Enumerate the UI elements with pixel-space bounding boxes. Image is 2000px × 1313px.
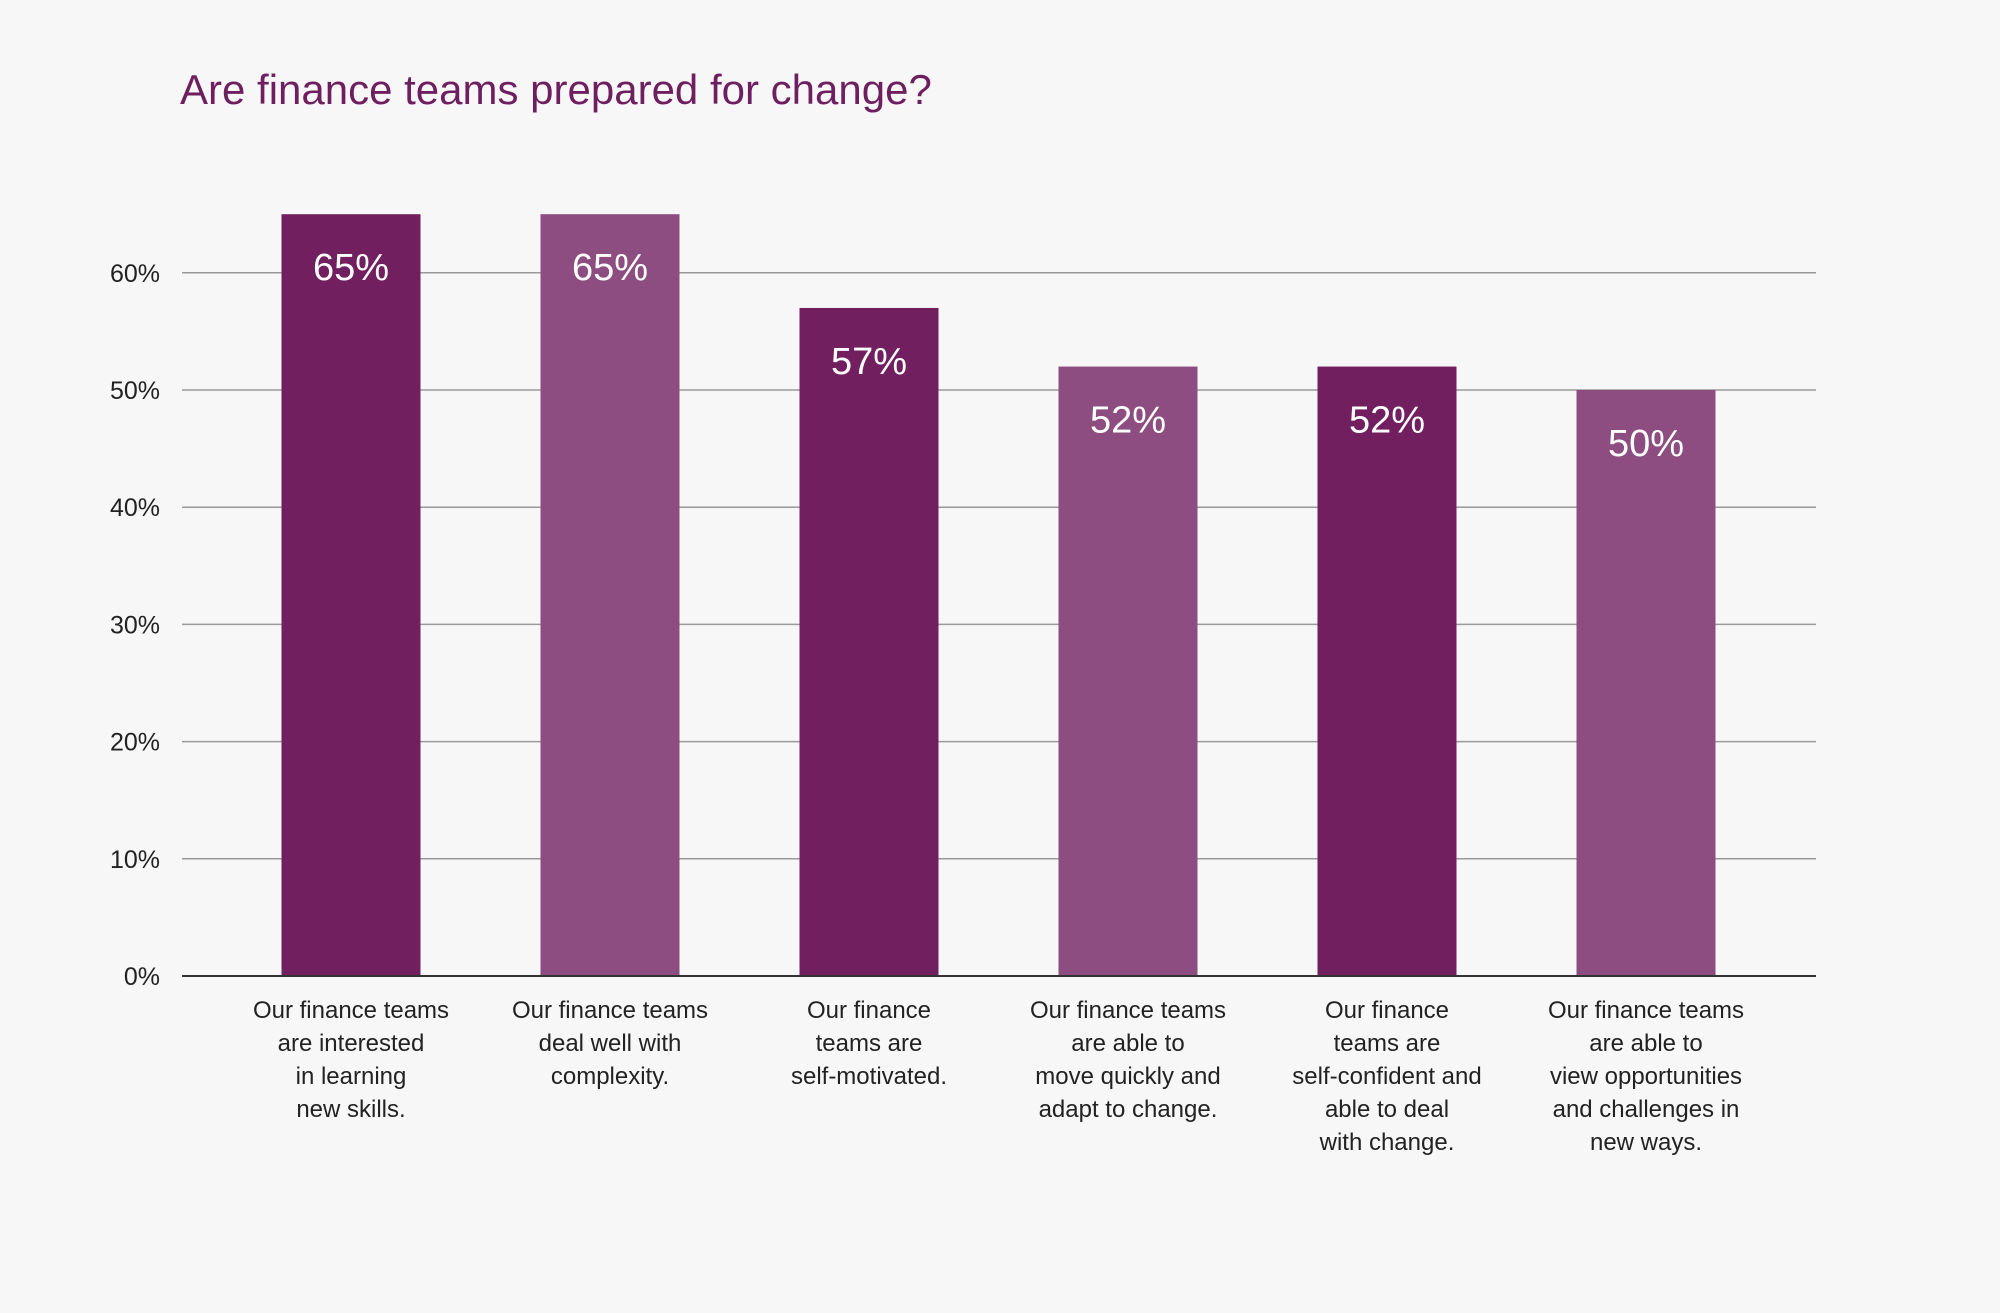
y-tick-label: 30% xyxy=(110,611,160,639)
x-category-label: Our finance teams are able to view oppor… xyxy=(1547,997,1745,1156)
bar xyxy=(799,307,939,977)
x-category-label: Our finance teams are able to move quick… xyxy=(1029,997,1227,1123)
y-tick-label: 10% xyxy=(110,846,160,874)
bar xyxy=(1058,366,1198,976)
y-tick-label: 40% xyxy=(110,494,160,522)
bar-value-label: 50% xyxy=(1608,423,1684,465)
y-axis-ticks: 0% 10% 20% 30% 40% 50% 60% xyxy=(110,260,160,991)
y-tick-label: 20% xyxy=(110,729,160,757)
y-tick-label: 50% xyxy=(110,377,160,405)
bar-value-label: 52% xyxy=(1349,400,1425,442)
x-category-label: Our finance teams are self-motivated. xyxy=(790,997,948,1090)
bars xyxy=(281,214,1716,977)
bar-value-label: 57% xyxy=(831,341,907,383)
bar xyxy=(1576,390,1716,976)
x-category-label: Our finance teams are interested in lear… xyxy=(252,997,450,1123)
bar xyxy=(540,214,680,976)
bar xyxy=(1317,366,1457,976)
chart-title: Are finance teams prepared for change? xyxy=(180,66,932,113)
x-category-label: Our finance teams deal well with complex… xyxy=(511,997,709,1090)
data-labels: 65% 65% 57% 52% 52% 50% xyxy=(313,247,1684,465)
bar-value-label: 65% xyxy=(313,247,389,289)
bar xyxy=(281,214,421,976)
gridlines xyxy=(182,272,1816,860)
bar-value-label: 52% xyxy=(1090,400,1166,442)
bar-value-label: 65% xyxy=(572,247,648,289)
y-tick-label: 0% xyxy=(124,963,160,991)
x-category-label: Our finance teams are self-confident and… xyxy=(1292,997,1482,1156)
y-tick-label: 60% xyxy=(110,260,160,288)
